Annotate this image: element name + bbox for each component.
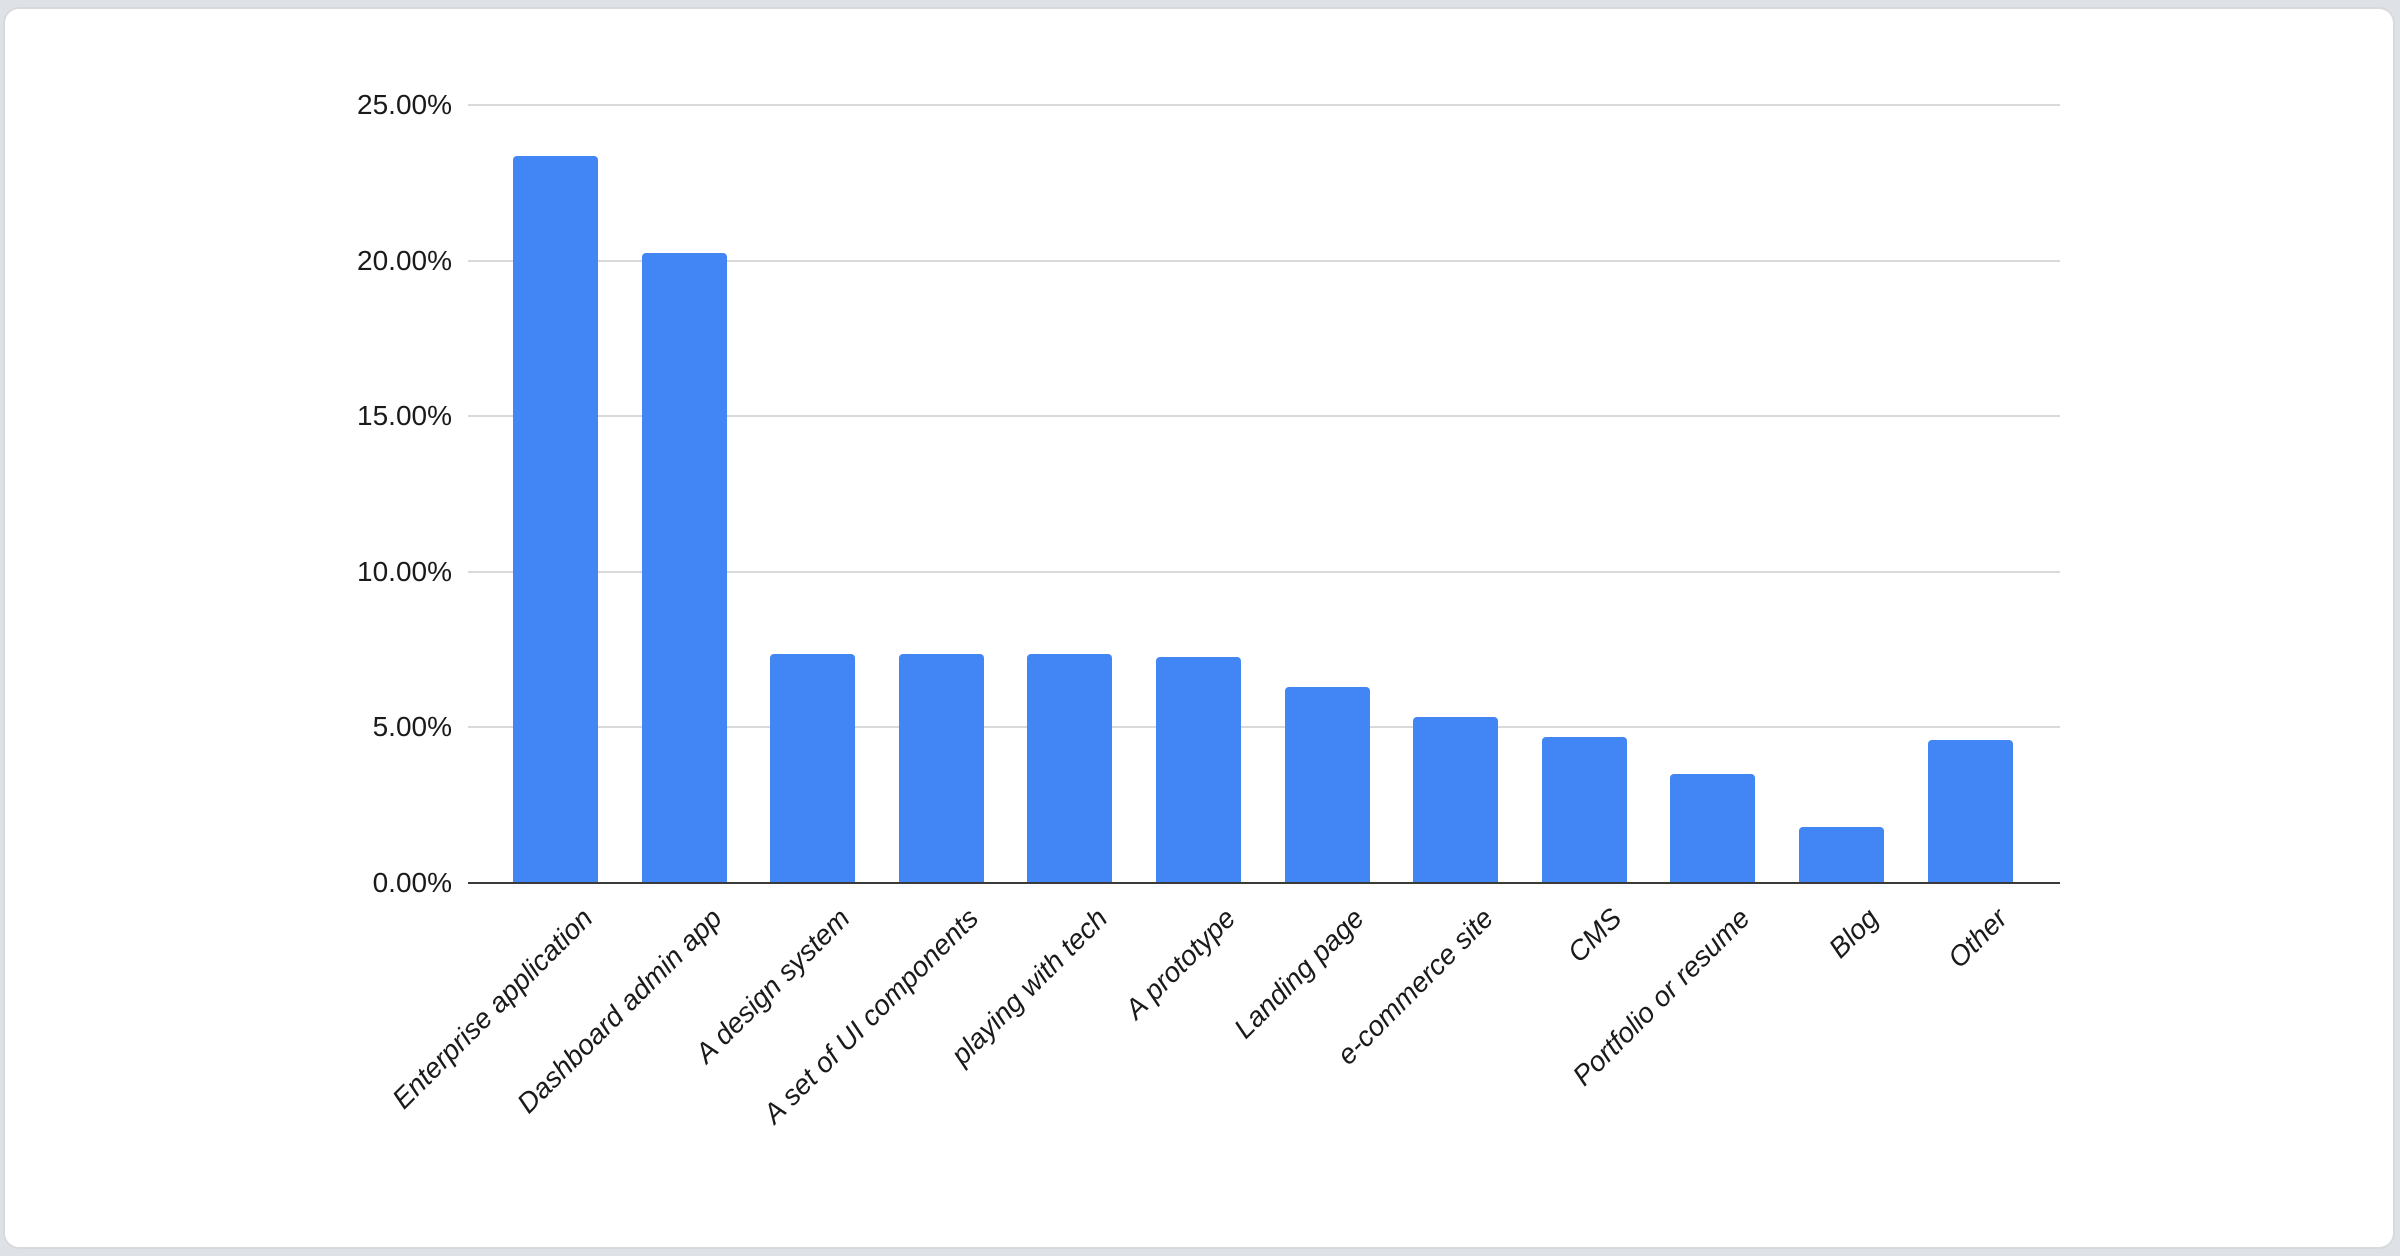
x-axis-category-label: A set of UI components	[757, 902, 985, 1130]
bar	[1027, 654, 1113, 883]
y-axis-tick-label: 20.00%	[357, 244, 452, 276]
bar	[1284, 686, 1370, 883]
x-axis-category-label: Other	[1941, 902, 2014, 974]
bar	[1541, 736, 1627, 883]
bar	[898, 654, 984, 883]
y-axis-tick-label: 5.00%	[372, 711, 452, 743]
y-axis-tick-label: 0.00%	[372, 867, 452, 898]
x-axis-category-label: Blog	[1823, 902, 1885, 964]
bar	[1927, 739, 2013, 883]
x-axis-category-label: A prototype	[1119, 902, 1242, 1025]
gridline	[468, 259, 2060, 262]
bar	[1670, 774, 1756, 883]
y-axis-tick-label: 25.00%	[357, 89, 452, 120]
bar	[513, 156, 598, 883]
gridline	[468, 570, 2060, 573]
x-axis-category-label: Landing page	[1228, 902, 1371, 1045]
chart-card	[3, 7, 2395, 1249]
x-axis-baseline	[468, 882, 2060, 884]
bar	[770, 654, 856, 883]
bar	[1156, 657, 1241, 883]
bar	[1413, 716, 1499, 883]
gridline	[468, 415, 2060, 418]
gridline	[468, 104, 2060, 106]
y-axis-tick-label: 15.00%	[357, 400, 452, 432]
gridline	[468, 726, 2060, 729]
x-axis-category-label: CMS	[1561, 902, 1628, 969]
y-axis-tick-label: 10.00%	[357, 555, 452, 587]
bar	[1799, 826, 1884, 883]
bar	[641, 252, 727, 883]
